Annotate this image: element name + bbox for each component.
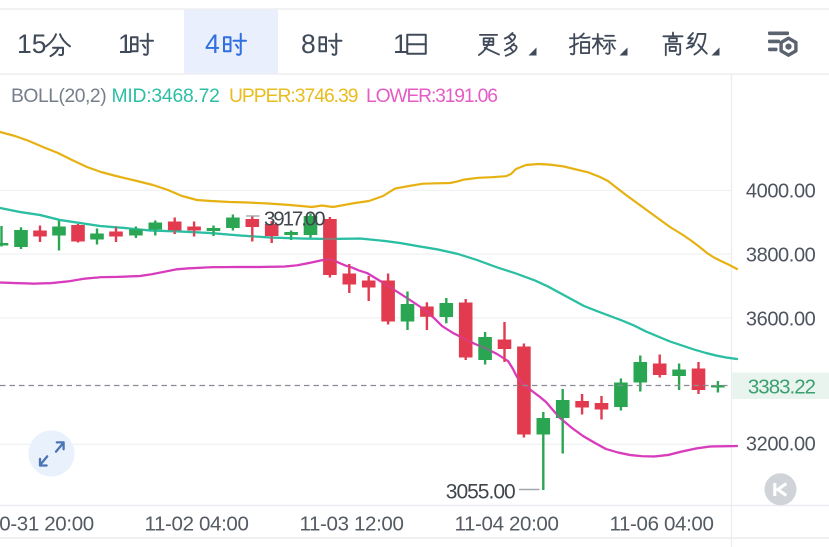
svg-text:1: 1 bbox=[118, 29, 133, 59]
svg-text:3600.00: 3600.00 bbox=[746, 309, 816, 331]
svg-text:11-04 20:00: 11-04 20:00 bbox=[454, 513, 558, 536]
svg-text:LOWER:3191.06: LOWER:3191.06 bbox=[366, 86, 497, 107]
svg-text:8: 8 bbox=[301, 29, 316, 59]
svg-text:11-06 04:00: 11-06 04:00 bbox=[609, 513, 713, 536]
svg-text:BOLL(20,2): BOLL(20,2) bbox=[11, 86, 106, 107]
svg-text:4: 4 bbox=[205, 29, 220, 59]
svg-text:3200.00: 3200.00 bbox=[746, 434, 816, 456]
svg-text:3917.00: 3917.00 bbox=[264, 208, 325, 231]
svg-text:1: 1 bbox=[393, 29, 408, 59]
svg-text:3800.00: 3800.00 bbox=[746, 244, 816, 266]
svg-text:MID:3468.72: MID:3468.72 bbox=[112, 86, 220, 107]
svg-text:4000.00: 4000.00 bbox=[746, 181, 816, 203]
svg-text:15: 15 bbox=[17, 29, 46, 59]
svg-text:3383.22: 3383.22 bbox=[748, 375, 816, 398]
svg-text:11-02 04:00: 11-02 04:00 bbox=[144, 513, 248, 536]
svg-text:UPPER:3746.39: UPPER:3746.39 bbox=[229, 86, 358, 107]
svg-text:11-03 12:00: 11-03 12:00 bbox=[299, 513, 403, 536]
svg-text:3055.00: 3055.00 bbox=[446, 481, 515, 504]
svg-text:10-31 20:00: 10-31 20:00 bbox=[0, 513, 94, 536]
